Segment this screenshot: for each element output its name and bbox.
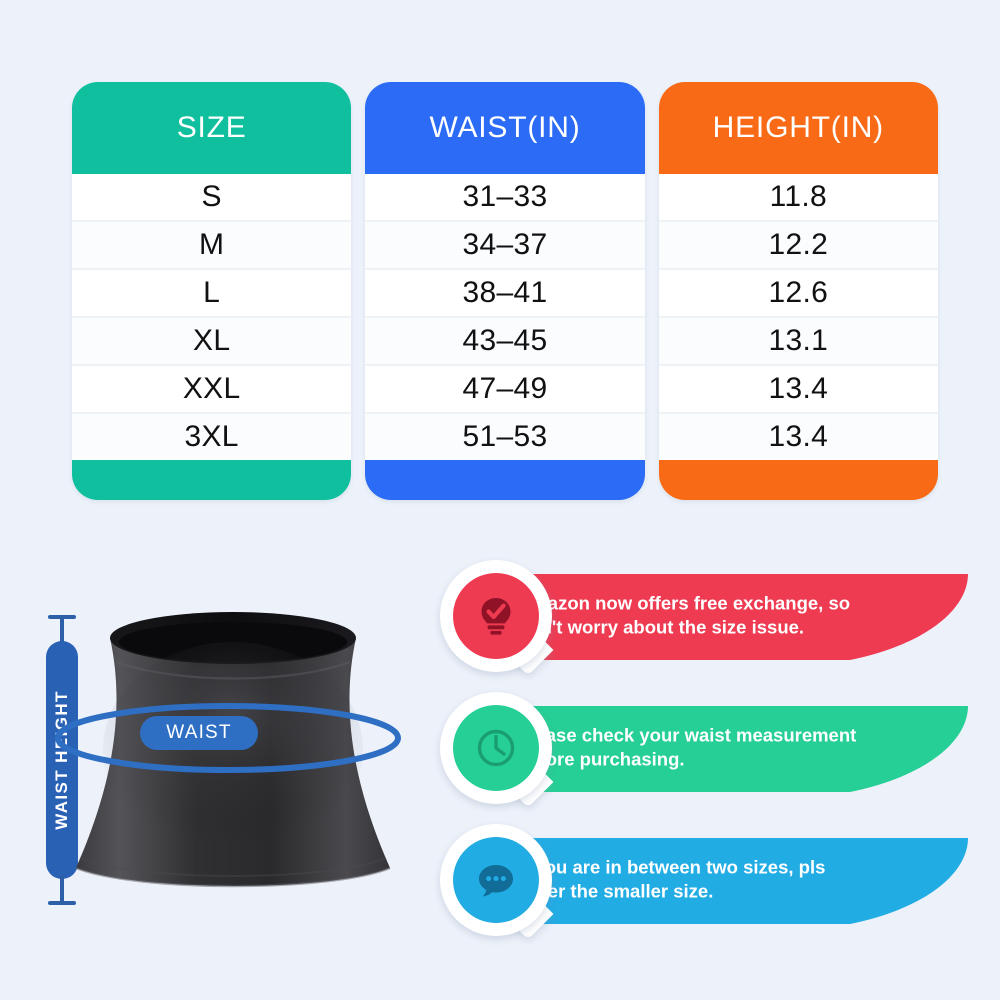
column-body-height: 11.8 12.2 12.6 13.1 13.4 13.4: [658, 174, 938, 460]
callout-banner-shape: [498, 706, 968, 792]
callout-badge: [440, 692, 554, 808]
callout-text: Amazon now offers free exchange, so don'…: [518, 592, 851, 638]
waist-ring-ellipse: [55, 703, 401, 773]
waist-measurement-ring: [55, 703, 401, 773]
callout-item: If you are in between two sizes, pls ord…: [440, 820, 988, 940]
measurement-stem-top: [60, 615, 64, 645]
column-footer-waist: [365, 460, 645, 500]
table-cell: 47–49: [365, 366, 645, 414]
clock-icon: [453, 705, 539, 791]
table-cell: 51–53: [365, 414, 645, 460]
callout-banner-shape: [498, 574, 968, 660]
column-header-height: HEIGHT(IN): [658, 82, 938, 174]
callout-text: Please check your waist measurement befo…: [518, 724, 857, 770]
measurement-tick-bottom: [48, 901, 76, 905]
table-cell: 3XL: [72, 414, 352, 460]
column-body-waist: 31–33 34–37 38–41 43–45 47–49 51–53: [365, 174, 645, 460]
table-cell: 13.1: [658, 318, 938, 366]
table-cell: 34–37: [365, 222, 645, 270]
table-cell: 11.8: [658, 174, 938, 222]
size-column-size: SIZE S M L XL XXL 3XL: [72, 82, 352, 500]
waist-trainer-belt-image: [68, 600, 398, 920]
waist-pill-label: WAIST: [140, 716, 258, 750]
table-cell: 43–45: [365, 318, 645, 366]
belt-bottom-hem: [75, 866, 391, 888]
waist-height-pill: WAIST HEIGHT: [46, 641, 78, 879]
callout-item: Please check your waist measurement befo…: [440, 688, 988, 808]
measurement-stem-bottom: [60, 875, 64, 905]
size-column-waist: WAIST(IN) 31–33 34–37 38–41 43–45 47–49 …: [365, 82, 645, 500]
table-cell: 38–41: [365, 270, 645, 318]
belt-bottom-stitch: [79, 857, 387, 877]
table-cell: XL: [72, 318, 352, 366]
size-column-height: HEIGHT(IN) 11.8 12.2 12.6 13.1 13.4 13.4: [658, 82, 938, 500]
callout-list: Amazon now offers free exchange, so don'…: [440, 556, 988, 964]
column-header-waist: WAIST(IN): [365, 82, 645, 174]
clock-glyph: [477, 729, 515, 767]
callout-badge: [440, 560, 554, 676]
table-cell: L: [72, 270, 352, 318]
callout-banner-shape: [498, 838, 968, 924]
belt-svg: [75, 612, 391, 888]
waist-height-measurement-indicator: WAIST HEIGHT: [40, 615, 84, 905]
waist-label: WAIST: [166, 722, 232, 743]
column-body-size: S M L XL XXL 3XL: [72, 174, 352, 460]
column-footer-height: [658, 460, 938, 500]
column-footer-size: [72, 460, 352, 500]
callout-badge: [440, 824, 554, 940]
chat-bubble-icon: [453, 837, 539, 923]
table-cell: M: [72, 222, 352, 270]
column-header-size: SIZE: [72, 82, 352, 174]
callout-item: Amazon now offers free exchange, so don'…: [440, 556, 988, 676]
callout-text: If you are in between two sizes, pls ord…: [518, 856, 826, 902]
table-cell: 31–33: [365, 174, 645, 222]
table-cell: 12.6: [658, 270, 938, 318]
product-illustration: WAIST HEIGHT: [10, 570, 430, 970]
belt-fabric-sheen: [103, 642, 363, 858]
table-cell: 12.2: [658, 222, 938, 270]
table-cell: 13.4: [658, 366, 938, 414]
size-chart-table: SIZE S M L XL XXL 3XL WAIST(IN) 31–33 34…: [72, 82, 938, 500]
table-cell: XXL: [72, 366, 352, 414]
table-cell: S: [72, 174, 352, 222]
lightbulb-check-icon: [453, 573, 539, 659]
chat-bubble-glyph: [479, 865, 513, 897]
lightbulb-check-glyph: [481, 598, 511, 635]
table-cell: 13.4: [658, 414, 938, 460]
